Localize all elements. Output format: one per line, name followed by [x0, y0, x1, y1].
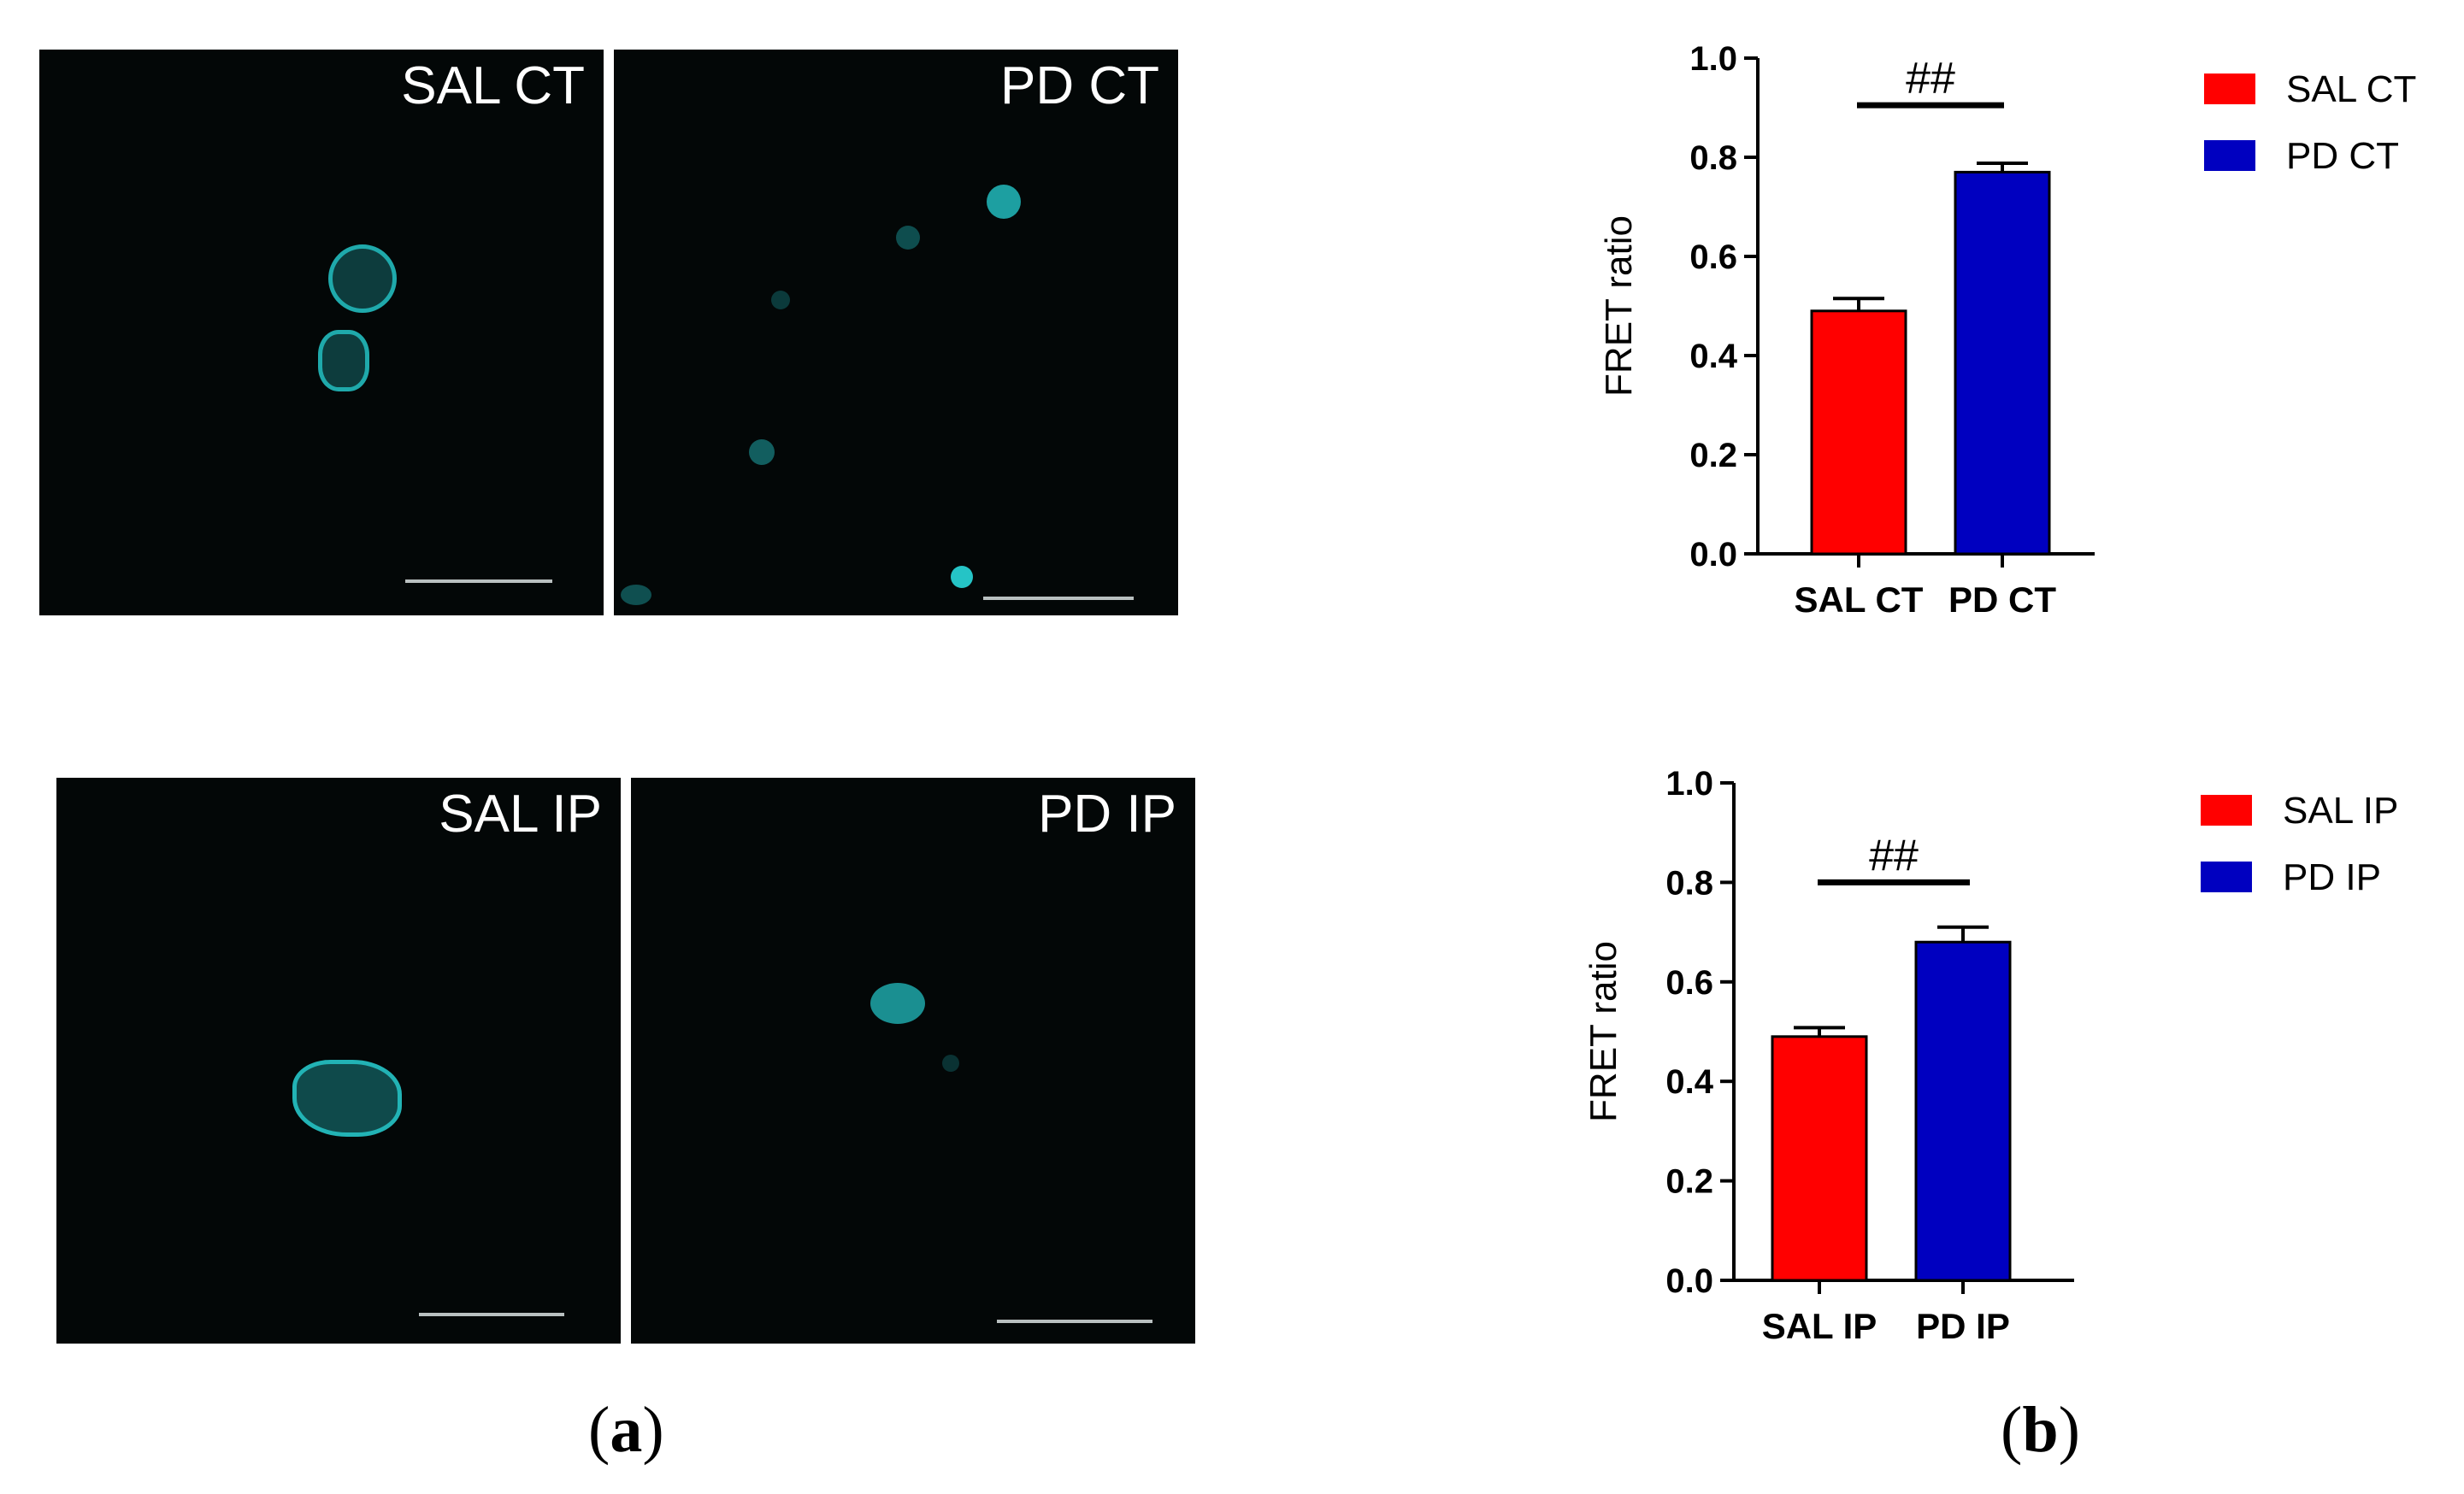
legend-label: SAL IP [2283, 790, 2398, 832]
y-tick-label: 0.0 [1689, 536, 1737, 573]
x-tick-label: PD IP [1916, 1306, 2010, 1346]
y-tick-label: 1.0 [1689, 40, 1737, 78]
cell [771, 291, 790, 309]
scale-bar [419, 1313, 564, 1316]
cell [621, 585, 651, 605]
scale-bar [405, 579, 552, 583]
panel-label: PD CT [1000, 56, 1159, 115]
micrograph-pd-ip: PD IP [631, 778, 1195, 1344]
y-tick-label: 0.8 [1689, 139, 1737, 177]
subfigure-label-a: (a) [588, 1394, 664, 1466]
micrograph-pd-ct: PD CT [614, 50, 1178, 615]
cell [328, 244, 397, 313]
micrograph-sal-ip: SAL IP [56, 778, 621, 1344]
micrograph-sal-ct: SAL CT [39, 50, 604, 615]
cell [318, 330, 369, 391]
y-axis-label: FRET ratio [1598, 215, 1640, 397]
scale-bar [983, 597, 1134, 600]
legend-swatch [2204, 140, 2255, 171]
x-tick-label: PD CT [1948, 579, 2056, 620]
y-tick-label: 0.4 [1665, 1063, 1713, 1101]
y-tick-label: 0.2 [1665, 1163, 1713, 1201]
panel-label: SAL IP [439, 785, 602, 844]
legend-swatch [2201, 862, 2252, 892]
y-tick-label: 0.0 [1665, 1262, 1713, 1300]
x-tick-label: SAL CT [1795, 579, 1924, 620]
scale-bar [997, 1320, 1152, 1323]
y-axis-label: FRET ratio [1583, 941, 1624, 1122]
bar [1771, 1035, 1868, 1282]
significance-marker: ## [1906, 54, 1955, 103]
bar [1810, 309, 1907, 556]
y-tick-label: 1.0 [1665, 765, 1713, 803]
significance-marker: ## [1869, 831, 1919, 880]
panel-label: SAL CT [401, 56, 585, 115]
subfigure-label-b: (b) [2001, 1394, 2080, 1466]
bar-chart-ip: 0.0 0.2 0.4 0.6 0.8 1.0 FRET ratio SAL IP PD IP #… [1583, 765, 2398, 1346]
x-tick-label: SAL IP [1762, 1306, 1877, 1346]
y-tick-label: 0.6 [1689, 238, 1737, 276]
bar-chart-ct: 0.0 0.2 0.4 0.6 0.8 1.0 FRET ratio SAL CT PD CT #… [1598, 40, 2416, 620]
legend-label: SAL CT [2286, 68, 2416, 110]
cell [987, 185, 1021, 219]
cell [951, 566, 973, 588]
cell [942, 1055, 959, 1072]
y-tick-label: 0.4 [1689, 338, 1737, 375]
cell [292, 1060, 402, 1137]
legend-swatch [2201, 795, 2252, 826]
legend-label: PD IP [2283, 856, 2381, 898]
cell [749, 439, 775, 465]
cell [870, 983, 925, 1024]
cell [896, 226, 920, 250]
y-tick-label: 0.2 [1689, 437, 1737, 474]
panel-label: PD IP [1038, 785, 1176, 844]
bar [1914, 940, 2012, 1282]
y-tick-label: 0.6 [1665, 964, 1713, 1002]
legend-label: PD CT [2286, 135, 2399, 177]
bar [1954, 170, 2051, 556]
legend-swatch [2204, 74, 2255, 104]
y-tick-label: 0.8 [1665, 864, 1713, 902]
